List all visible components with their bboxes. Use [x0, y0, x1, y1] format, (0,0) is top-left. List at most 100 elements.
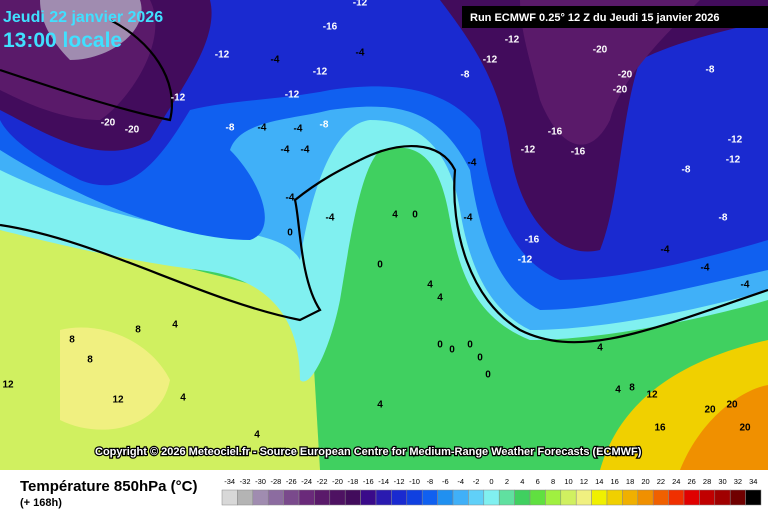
scale-swatch — [560, 489, 577, 506]
isotherm-label: -20 — [101, 118, 116, 129]
isotherm-label: -8 — [461, 70, 470, 81]
copyright: Copyright © 2026 Meteociel.fr - Source E… — [95, 446, 642, 458]
isotherm-label: 4 — [180, 393, 186, 404]
isotherm-label: 8 — [135, 325, 141, 336]
scale-label: -22 — [317, 477, 328, 486]
isotherm-label: -8 — [226, 123, 235, 134]
scale-swatch — [622, 489, 639, 506]
isotherm-label: -4 — [701, 263, 710, 274]
scale-swatch — [745, 489, 762, 506]
time: 13:00 locale — [3, 29, 122, 52]
isotherm-label: -12 — [728, 135, 743, 146]
isotherm-label: 12 — [2, 380, 14, 391]
isotherm-label: 0 — [287, 228, 293, 239]
scale-label: 20 — [641, 477, 649, 486]
scale-swatch — [237, 489, 254, 506]
isotherm-label: 0 — [437, 340, 443, 351]
scale-label: 22 — [657, 477, 665, 486]
isotherm-label: 20 — [704, 405, 716, 416]
scale-swatch — [591, 489, 608, 506]
isotherm-label: -12 — [313, 67, 328, 78]
isotherm-label: 12 — [646, 390, 658, 401]
scale-swatch — [729, 489, 746, 506]
scale-swatch — [452, 489, 469, 506]
isotherm — [359, 144, 768, 344]
legend-title: Température 850hPa (°C) — [20, 478, 197, 495]
scale-swatch — [483, 489, 500, 506]
scale-swatch — [283, 489, 300, 506]
isotherm-label: -8 — [682, 165, 691, 176]
isotherm-label: -8 — [719, 213, 728, 224]
scale-label: -34 — [224, 477, 235, 486]
isotherm-label: 4 — [172, 320, 178, 331]
isotherm-label: 8 — [69, 335, 75, 346]
scale-swatch — [606, 489, 623, 506]
isotherm-label: 4 — [437, 293, 443, 304]
scale-label: 8 — [551, 477, 555, 486]
scale-label: 14 — [595, 477, 603, 486]
isotherm-label: -4 — [661, 245, 670, 256]
scale-swatch — [298, 489, 315, 506]
color-scale: -34 -32 -30 -28 -26 -24 -22 -20 -18 -16 -14 -12 -10-… — [221, 477, 762, 506]
scale-swatch — [529, 489, 546, 506]
scale-label: -2 — [473, 477, 480, 486]
map-labels: -16 -12 -12 -20 -8 -20 -20 -12 -8 -16 -16 -12 -12 -12… — [2, 0, 751, 441]
scale-swatch — [344, 489, 361, 506]
scale-label: 16 — [611, 477, 619, 486]
isotherm-label: -20 — [613, 85, 628, 96]
isotherm-label: -12 — [171, 93, 186, 104]
isotherm-label: -16 — [525, 235, 540, 246]
isotherm-label: -16 — [548, 127, 563, 138]
isotherm-label: -12 — [505, 35, 520, 46]
scale-label: 34 — [749, 477, 757, 486]
scale-swatch — [468, 489, 485, 506]
scale-label: 4 — [520, 477, 524, 486]
isotherm-label: 20 — [726, 400, 738, 411]
run: Run ECMWF 0.25° 12 Z du Jeudi 15 janvier… — [470, 12, 720, 24]
isotherm-label: -12 — [521, 145, 536, 156]
isotherm-label: 4 — [254, 430, 260, 441]
isotherm-label: -4 — [741, 280, 750, 291]
isotherm-label: -12 — [518, 255, 533, 266]
isotherm-label: -8 — [706, 65, 715, 76]
scale-swatch — [575, 489, 592, 506]
date: Jeudi 22 janvier 2026 — [3, 9, 163, 26]
scale-label: 30 — [718, 477, 726, 486]
lead-time: (+ 168h) — [20, 497, 62, 509]
isotherm-label: -12 — [215, 50, 230, 61]
isotherm — [0, 159, 361, 322]
scale-label: -28 — [270, 477, 281, 486]
isotherm-label: -4 — [258, 123, 267, 134]
isotherm-label: -4 — [294, 124, 303, 135]
scale-label: -32 — [240, 477, 251, 486]
isotherm-label: 0 — [377, 260, 383, 271]
scale-swatch — [221, 489, 238, 506]
scale-swatch — [637, 489, 654, 506]
isotherm-label: 8 — [87, 355, 93, 366]
isotherm-label: 4 — [392, 210, 398, 221]
scale-label: -18 — [347, 477, 358, 486]
scale-swatch — [252, 489, 269, 506]
isotherm-label: 0 — [477, 353, 483, 364]
isotherm-label: 0 — [467, 340, 473, 351]
scale-label: 24 — [672, 477, 680, 486]
scale-label: -30 — [255, 477, 266, 486]
isotherm-label: 8 — [629, 383, 635, 394]
isotherm-label: -4 — [468, 158, 477, 169]
scale-swatch — [714, 489, 731, 506]
scale-label: 28 — [703, 477, 711, 486]
run-box — [462, 6, 768, 28]
isotherm-label: -12 — [483, 55, 498, 66]
scale-label: -10 — [409, 477, 420, 486]
scale-swatch — [514, 489, 531, 506]
scale-swatch — [652, 489, 669, 506]
scale-swatch — [391, 489, 408, 506]
scale-swatch — [668, 489, 685, 506]
scale-swatch — [406, 489, 423, 506]
scale-swatch — [683, 489, 700, 506]
scale-label: 32 — [734, 477, 742, 486]
scale-swatch — [314, 489, 331, 506]
scale-label: -20 — [332, 477, 343, 486]
scale-label: -14 — [378, 477, 389, 486]
